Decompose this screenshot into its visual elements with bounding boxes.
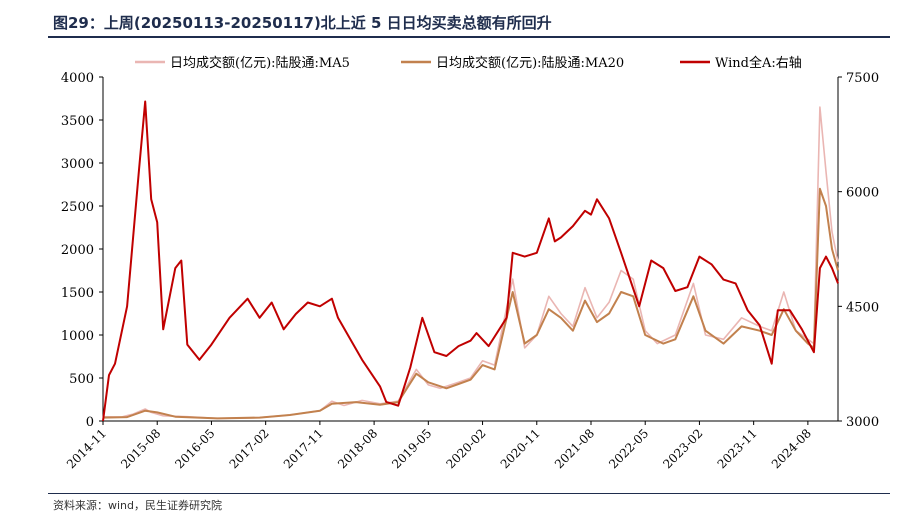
ma5-series-line [102,106,839,420]
x-tick-label: 2022-05 [606,426,651,471]
legend-label: 日均成交额(亿元):陆股通:MA20 [436,55,624,71]
left-tick-label: 1000 [61,329,94,344]
series-layer [102,100,839,422]
legend-label: Wind全A:右轴 [715,55,802,71]
left-tick-label: 2000 [61,243,94,258]
left-tick-label: 0 [86,415,94,430]
source-rule [48,493,890,494]
x-tick-label: 2023-02 [660,426,705,471]
left-tick-label: 4000 [61,71,94,86]
ma20-series-line [102,187,839,420]
right-tick-label: 6000 [846,186,879,201]
source-note: 资料来源：wind，民生证券研究院 [53,499,223,512]
x-tick-label: 2024-08 [769,426,814,471]
left-tick-label: 500 [69,372,94,387]
x-tick-label: 2020-11 [498,426,543,471]
wind-series-line [102,100,839,422]
left-tick-label: 1500 [61,286,94,301]
figure-title: 图29：上周(20250113-20250117)北上近 5 日日均买卖总额有所… [53,14,552,32]
left-tick-label: 2500 [61,200,94,215]
right-tick-label: 4500 [846,300,879,315]
x-tick-label: 2020-02 [444,426,489,471]
title-rule [48,36,890,38]
left-tick-label: 3500 [61,114,94,129]
x-tick-label: 2015-08 [118,426,163,471]
x-tick-label: 2017-02 [227,426,272,471]
x-tick-label: 2018-08 [335,426,380,471]
legend-label: 日均成交额(亿元):陆股通:MA5 [170,55,350,71]
x-tick-label: 2023-11 [715,426,760,471]
axes: 0 500 1000 1500 2000 2500 3000 3500 4000 3000 4500… [61,71,879,471]
left-tick-label: 3000 [61,157,94,172]
right-tick-label: 3000 [846,415,879,430]
x-tick-label: 2014-11 [64,426,109,471]
legend: 日均成交额(亿元):陆股通:MA5 日均成交额(亿元):陆股通:MA20 Wind全… [135,55,802,71]
x-tick-label: 2019-05 [389,426,434,471]
right-tick-label: 7500 [846,71,879,86]
line-chart: 日均成交额(亿元):陆股通:MA5 日均成交额(亿元):陆股通:MA20 Wind全… [61,55,879,471]
x-tick-label: 2021-08 [552,426,597,471]
x-tick-label: 2017-11 [281,426,326,471]
x-tick-label: 2016-05 [172,426,217,471]
